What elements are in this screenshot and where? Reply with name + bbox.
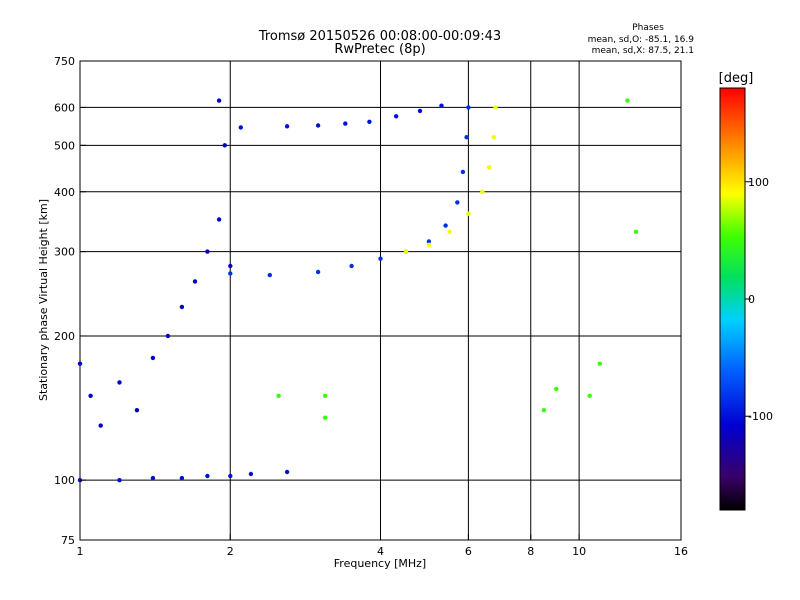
echo-point bbox=[228, 271, 233, 276]
echo-point bbox=[238, 125, 243, 130]
echo-point bbox=[150, 475, 156, 481]
echo-point bbox=[378, 256, 383, 261]
y-tick-label: 75 bbox=[61, 534, 75, 547]
phase-stats-o: mean, sd,O: -85.1, 16.9 bbox=[588, 35, 695, 45]
echo-point bbox=[315, 269, 321, 275]
echo-point bbox=[205, 473, 210, 479]
echo-point bbox=[426, 239, 432, 244]
echo-point bbox=[493, 105, 498, 110]
echo-point bbox=[98, 423, 103, 428]
x-tick-label: 2 bbox=[227, 545, 234, 558]
echo-point bbox=[192, 279, 198, 284]
echo-point bbox=[466, 211, 471, 216]
y-tick-label: 100 bbox=[54, 474, 75, 487]
echo-point bbox=[367, 119, 372, 125]
echo-point bbox=[426, 242, 432, 247]
echo-point bbox=[205, 249, 210, 254]
colorbar-ticks: 100 0 -100 bbox=[745, 176, 773, 423]
y-tick-label: 750 bbox=[54, 55, 75, 68]
echo-point bbox=[455, 200, 460, 205]
y-tick-label: 300 bbox=[54, 246, 75, 259]
x-axis-label: Frequency [MHz] bbox=[334, 557, 426, 570]
echo-point bbox=[323, 415, 328, 420]
echo-point bbox=[403, 249, 409, 254]
echo-point bbox=[417, 108, 423, 114]
x-tick-label: 4 bbox=[377, 545, 384, 558]
x-axis: 1 2 4 6 8 10 16 bbox=[77, 534, 688, 558]
y-axis: 75 100 200 300 400 500 600 750 bbox=[54, 55, 86, 547]
echo-point bbox=[486, 165, 492, 170]
echo-point bbox=[248, 471, 254, 477]
echo-point bbox=[179, 475, 185, 481]
echo-point bbox=[77, 361, 83, 366]
x-tick-label: 8 bbox=[527, 545, 534, 558]
echo-point bbox=[267, 272, 272, 278]
echo-point bbox=[88, 393, 93, 398]
echo-point bbox=[447, 229, 452, 234]
echo-point bbox=[179, 304, 185, 310]
echo-point bbox=[216, 217, 222, 222]
echo-point bbox=[466, 105, 471, 110]
echo-point bbox=[284, 469, 290, 475]
colorbar-tick-label: -100 bbox=[748, 410, 773, 423]
grid-lines bbox=[80, 61, 681, 540]
echo-point bbox=[222, 143, 227, 148]
x-tick-label: 16 bbox=[674, 545, 688, 558]
y-axis-label: Stationary phase Virtual Height [km] bbox=[37, 199, 50, 401]
echo-points bbox=[77, 98, 639, 483]
echo-point bbox=[597, 361, 602, 366]
echo-point bbox=[460, 169, 466, 175]
x-tick-label: 10 bbox=[572, 545, 586, 558]
chart-title: Tromsø 20150526 00:08:00-00:09:43 bbox=[258, 29, 501, 44]
echo-point bbox=[165, 333, 171, 339]
echo-point bbox=[480, 189, 485, 194]
y-tick-label: 600 bbox=[54, 101, 75, 114]
echo-point bbox=[343, 121, 348, 126]
phase-heading: Phases bbox=[632, 23, 664, 33]
echo-point bbox=[541, 408, 547, 413]
echo-point bbox=[117, 380, 122, 385]
echo-point bbox=[228, 473, 233, 479]
echo-point bbox=[554, 386, 559, 392]
chart-subtitle: RwPretec (8p) bbox=[334, 42, 425, 57]
x-tick-label: 1 bbox=[77, 545, 84, 558]
echo-point bbox=[150, 355, 156, 361]
echo-point bbox=[443, 223, 448, 228]
echo-point bbox=[394, 114, 399, 119]
echo-point bbox=[276, 393, 281, 398]
echo-point bbox=[587, 393, 592, 398]
phase-stats-x: mean, sd,X: 87.5, 21.1 bbox=[592, 46, 694, 56]
echo-point bbox=[349, 263, 354, 269]
echo-point bbox=[284, 124, 290, 129]
echo-point bbox=[439, 103, 444, 108]
colorbar-unit: [deg] bbox=[719, 71, 754, 86]
echo-point bbox=[228, 263, 233, 269]
echo-point bbox=[117, 478, 122, 483]
y-tick-label: 400 bbox=[54, 186, 75, 199]
echo-point bbox=[315, 123, 321, 128]
echo-point bbox=[625, 98, 630, 103]
echo-point bbox=[134, 408, 140, 413]
echo-point bbox=[323, 393, 328, 398]
echo-point bbox=[491, 135, 497, 140]
colorbar-tick-label: 0 bbox=[748, 293, 755, 306]
y-tick-label: 500 bbox=[54, 139, 75, 152]
echo-point bbox=[216, 98, 222, 103]
x-tick-label: 6 bbox=[465, 545, 472, 558]
echo-point bbox=[464, 135, 469, 140]
y-tick-label: 200 bbox=[54, 330, 75, 343]
colorbar bbox=[719, 87, 746, 511]
colorbar-tick-label: 100 bbox=[748, 176, 769, 189]
echo-point bbox=[633, 229, 639, 234]
